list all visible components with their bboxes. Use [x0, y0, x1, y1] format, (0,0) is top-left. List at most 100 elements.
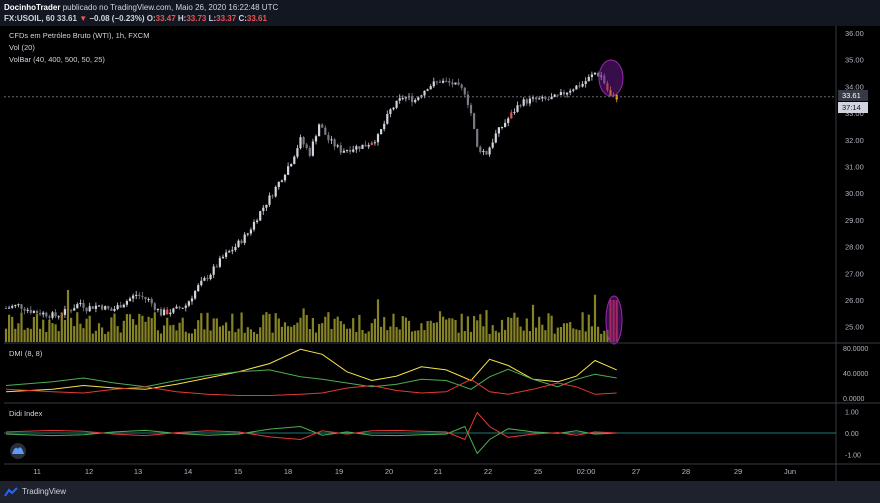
author-name[interactable]: DocinhoTrader [4, 3, 61, 12]
candle-body [494, 133, 497, 143]
volume-bar [476, 320, 479, 342]
volume-bar [209, 330, 212, 342]
candle-body [321, 124, 324, 128]
candle-body [544, 96, 547, 99]
symbol-label[interactable]: FX:USOIL, 60 [4, 14, 55, 23]
didi-indicator [4, 411, 836, 455]
volume-bar [606, 329, 609, 342]
didi-axis: 1.00 0.00 -1.00 [845, 409, 861, 459]
volume-bar [407, 320, 411, 342]
volume-bar [225, 322, 228, 342]
candle-body [20, 304, 23, 309]
volume-bar [187, 333, 190, 342]
volume-bar [603, 330, 606, 342]
dmi-indicator [5, 348, 617, 396]
highlight-circle-volume [605, 295, 623, 345]
candle-body [206, 277, 209, 280]
legend-didi[interactable]: Didi Index [9, 409, 43, 418]
volume-bar [163, 325, 166, 342]
legend-dmi[interactable]: DMI (8, 8) [9, 349, 43, 358]
volume-bar [429, 320, 432, 342]
price-candles[interactable] [4, 71, 618, 321]
volume-bar [203, 329, 206, 342]
chart-canvas[interactable]: 36.00 35.00 34.00 33.00 32.00 31.00 30.00 29.00… [0, 26, 880, 481]
candle-body [4, 308, 8, 310]
volume-bar [398, 329, 401, 342]
volume-bar [597, 326, 600, 342]
volume-bar [259, 327, 262, 342]
legend-title[interactable]: CFDs em Petróleo Bruto (WTI), 1h, FXCM [9, 31, 149, 40]
legend-volbar[interactable]: VolBar (40, 400, 500, 50, 25) [9, 55, 105, 64]
volume-bar [314, 332, 318, 342]
candle-body [66, 309, 70, 311]
volume-bar [473, 316, 476, 342]
volume-bar [94, 330, 97, 342]
price-axis[interactable]: 36.00 35.00 34.00 33.00 32.00 31.00 30.00 29.00… [845, 29, 864, 332]
volume-bar [609, 300, 612, 342]
price-tick-label: 29.00 [845, 216, 864, 225]
candle-body [522, 99, 525, 106]
candle-body [178, 306, 181, 309]
volume-bar [104, 333, 107, 342]
volume-bar [420, 323, 423, 342]
candle-body [287, 166, 290, 175]
candle-body [491, 142, 494, 148]
last-price-tag [838, 90, 868, 101]
candle-body [339, 145, 342, 153]
candle-body [606, 83, 609, 91]
volume-bar [119, 332, 122, 342]
candle-body [398, 98, 401, 101]
volume-bar [144, 321, 147, 342]
time-axis[interactable]: 11 12 13 14 15 18 19 20 21 22 25 02:00 27 28 29 Jun [33, 467, 796, 476]
candle-body [497, 127, 500, 134]
candle-body [23, 308, 26, 311]
candle-body [48, 316, 51, 318]
candle-body [225, 252, 228, 257]
volume-bar [82, 328, 85, 342]
candle-body [500, 126, 504, 128]
candle-body [17, 304, 20, 306]
candle-body [82, 302, 85, 308]
volume-bar [54, 324, 57, 342]
volume-bar [364, 333, 367, 342]
volume-bar [454, 319, 457, 342]
candle-body [187, 301, 190, 306]
candle-body [556, 94, 559, 96]
volume-bar [590, 326, 593, 342]
candle-body [156, 308, 159, 310]
candle-body [141, 296, 144, 298]
candle-body [76, 304, 79, 309]
footer: TradingView [0, 481, 880, 503]
volume-bar [153, 312, 156, 342]
volume-bar [122, 320, 125, 342]
volume-bar [66, 290, 70, 342]
volume-bar [290, 326, 293, 342]
candle-body [94, 305, 97, 309]
candle-body [355, 146, 358, 150]
candle-body [128, 298, 132, 302]
volume-bar [39, 328, 42, 342]
candle-body [197, 285, 200, 292]
candle-body [535, 97, 538, 100]
volume-bar [240, 312, 243, 342]
candle-body [240, 240, 243, 243]
volume-bar [141, 315, 144, 342]
candle-body [513, 111, 516, 113]
volume-bar [435, 322, 438, 342]
volume-bar [184, 331, 187, 342]
candle-body [395, 100, 398, 108]
volume-bar [392, 313, 395, 342]
chart-header: DocinhoTrader publicado no TradingView.c… [0, 0, 880, 26]
candle-body [485, 151, 488, 155]
volume-bar [445, 319, 448, 342]
volume-bar [488, 333, 491, 342]
countdown-label: 37:14 [842, 103, 861, 112]
volume-bar [265, 312, 268, 342]
candle-body [587, 76, 590, 82]
legend-vol[interactable]: Vol (20) [9, 43, 35, 52]
volume-bar [293, 324, 296, 342]
candle-body [603, 75, 606, 84]
time-tick-label: 18 [284, 467, 292, 476]
candle-body [420, 95, 423, 98]
footer-brand[interactable]: TradingView [22, 487, 67, 496]
